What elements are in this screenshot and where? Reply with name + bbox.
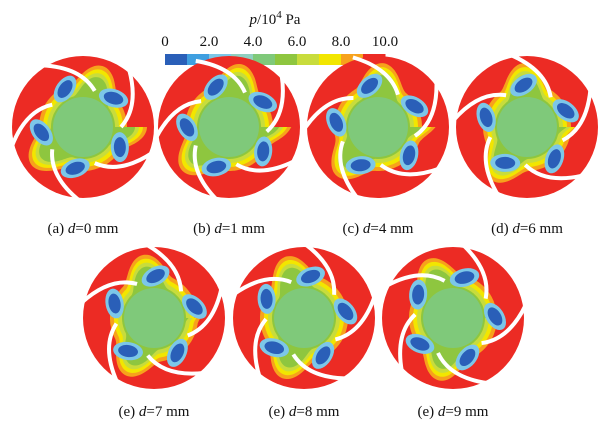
colorbar-segment xyxy=(275,54,298,65)
caption-part: =8 mm xyxy=(296,404,339,420)
colorbar-tick-label: 8.0 xyxy=(332,34,351,50)
panel-caption: (b) d=1 mm xyxy=(193,221,265,237)
colorbar-tick-label: 10.0 xyxy=(372,34,398,50)
panel-caption: (d) d=6 mm xyxy=(491,221,563,237)
colorbar-tick-label: 2.0 xyxy=(200,34,219,50)
caption-part: =4 mm xyxy=(370,221,413,237)
rotor-plot xyxy=(82,244,225,389)
colorbar-segment xyxy=(319,54,342,65)
contour-core xyxy=(124,288,184,348)
caption-part: =9 mm xyxy=(445,404,488,420)
rotor-plot xyxy=(233,244,375,389)
colorbar-segment xyxy=(297,54,320,65)
caption-part: (a) xyxy=(48,221,68,237)
panels: (a) d=0 mm (b) d=1 mm (c) d=4 mm (d) d=6 mm… xyxy=(12,55,598,420)
rotor-plot xyxy=(382,245,526,389)
panel-caption: (c) d=4 mm xyxy=(343,221,414,237)
colorbar-segment xyxy=(165,54,188,65)
figure: p/104 Pa 0 2.0 4.0 6.0 8.0 10.0 (a) d=0 mm (b)… xyxy=(0,0,616,427)
title-base: /10 xyxy=(257,12,276,28)
caption-part: (c) xyxy=(343,221,363,237)
caption-part: (e) xyxy=(119,404,139,420)
rotor-plot xyxy=(304,56,449,198)
caption-part: (d) xyxy=(491,221,512,237)
rotor-plot xyxy=(12,56,154,201)
caption-part: (b) xyxy=(193,221,214,237)
colorbar-tick-label: 0 xyxy=(161,34,169,50)
colorbar-tick-label: 4.0 xyxy=(244,34,263,50)
panel-caption: (e) d=7 mm xyxy=(119,404,190,420)
colorbar-tick-label: 6.0 xyxy=(288,34,307,50)
rotor-plot xyxy=(156,56,300,200)
caption-part: =1 mm xyxy=(222,221,265,237)
panel-caption: (a) d=0 mm xyxy=(48,221,119,237)
colorbar-title: p/104 Pa xyxy=(249,9,301,28)
contour-core xyxy=(497,97,557,157)
caption-part: (e) xyxy=(418,404,438,420)
caption-part: =6 mm xyxy=(520,221,563,237)
caption-part: =7 mm xyxy=(146,404,189,420)
contour-core xyxy=(274,288,334,348)
contour-core xyxy=(53,97,113,157)
contour-core xyxy=(348,97,408,157)
title-unit: Pa xyxy=(282,12,301,28)
caption-part: (e) xyxy=(269,404,289,420)
rotor-plot xyxy=(453,55,598,198)
panel-caption: (e) d=9 mm xyxy=(418,404,489,420)
contour-core xyxy=(199,97,259,157)
panel-caption: (e) d=8 mm xyxy=(269,404,340,420)
caption-part: =0 mm xyxy=(75,221,118,237)
contour-core xyxy=(423,288,483,348)
